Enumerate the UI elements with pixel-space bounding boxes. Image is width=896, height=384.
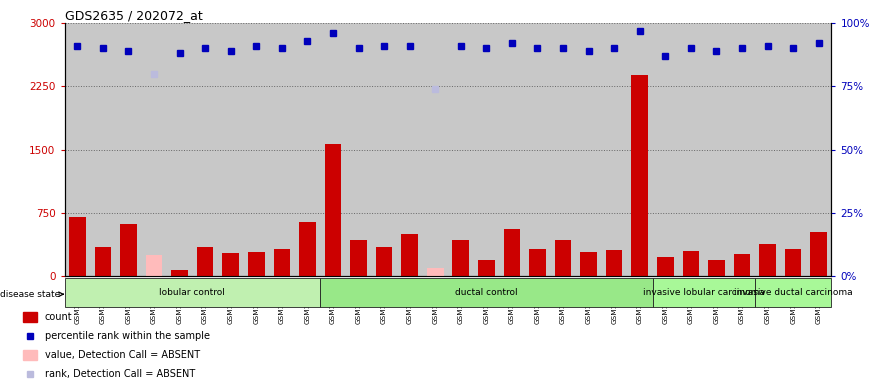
Text: count: count — [45, 312, 73, 322]
Text: ductal control: ductal control — [455, 288, 518, 297]
Bar — [248, 252, 264, 276]
Bar — [146, 255, 162, 276]
Bar — [324, 144, 341, 276]
Text: lobular control: lobular control — [159, 288, 225, 297]
Text: GDS2635 / 202072_at: GDS2635 / 202072_at — [65, 9, 202, 22]
Bar — [759, 243, 776, 276]
Bar — [65, 278, 320, 307]
Text: percentile rank within the sample: percentile rank within the sample — [45, 331, 210, 341]
Bar — [683, 251, 699, 276]
Bar — [426, 268, 444, 276]
Bar — [23, 311, 37, 322]
Bar — [555, 240, 572, 276]
Bar — [785, 248, 801, 276]
Bar — [657, 257, 674, 276]
Bar — [504, 229, 521, 276]
Bar — [652, 278, 754, 307]
Bar — [810, 232, 827, 276]
Bar — [708, 260, 725, 276]
Bar — [273, 248, 290, 276]
Bar — [754, 278, 831, 307]
Bar — [95, 247, 111, 276]
Bar — [375, 247, 392, 276]
Bar — [734, 254, 750, 276]
Bar — [197, 247, 213, 276]
Bar — [530, 250, 546, 276]
Bar — [452, 240, 470, 276]
Bar — [478, 260, 495, 276]
Bar — [350, 240, 366, 276]
Bar — [69, 217, 86, 276]
Text: invasive ductal carcinoma: invasive ductal carcinoma — [734, 288, 852, 297]
Bar — [222, 253, 239, 276]
Bar — [171, 270, 188, 276]
Bar — [299, 222, 315, 276]
Text: value, Detection Call = ABSENT: value, Detection Call = ABSENT — [45, 350, 200, 360]
Text: invasive lobular carcinoma: invasive lobular carcinoma — [642, 288, 764, 297]
Bar — [606, 250, 623, 276]
Bar — [23, 350, 37, 361]
Bar — [401, 234, 418, 276]
Bar — [120, 224, 137, 276]
Bar — [581, 252, 597, 276]
Bar — [320, 278, 652, 307]
Text: rank, Detection Call = ABSENT: rank, Detection Call = ABSENT — [45, 369, 195, 379]
Text: disease state: disease state — [0, 290, 64, 299]
Bar — [632, 75, 648, 276]
